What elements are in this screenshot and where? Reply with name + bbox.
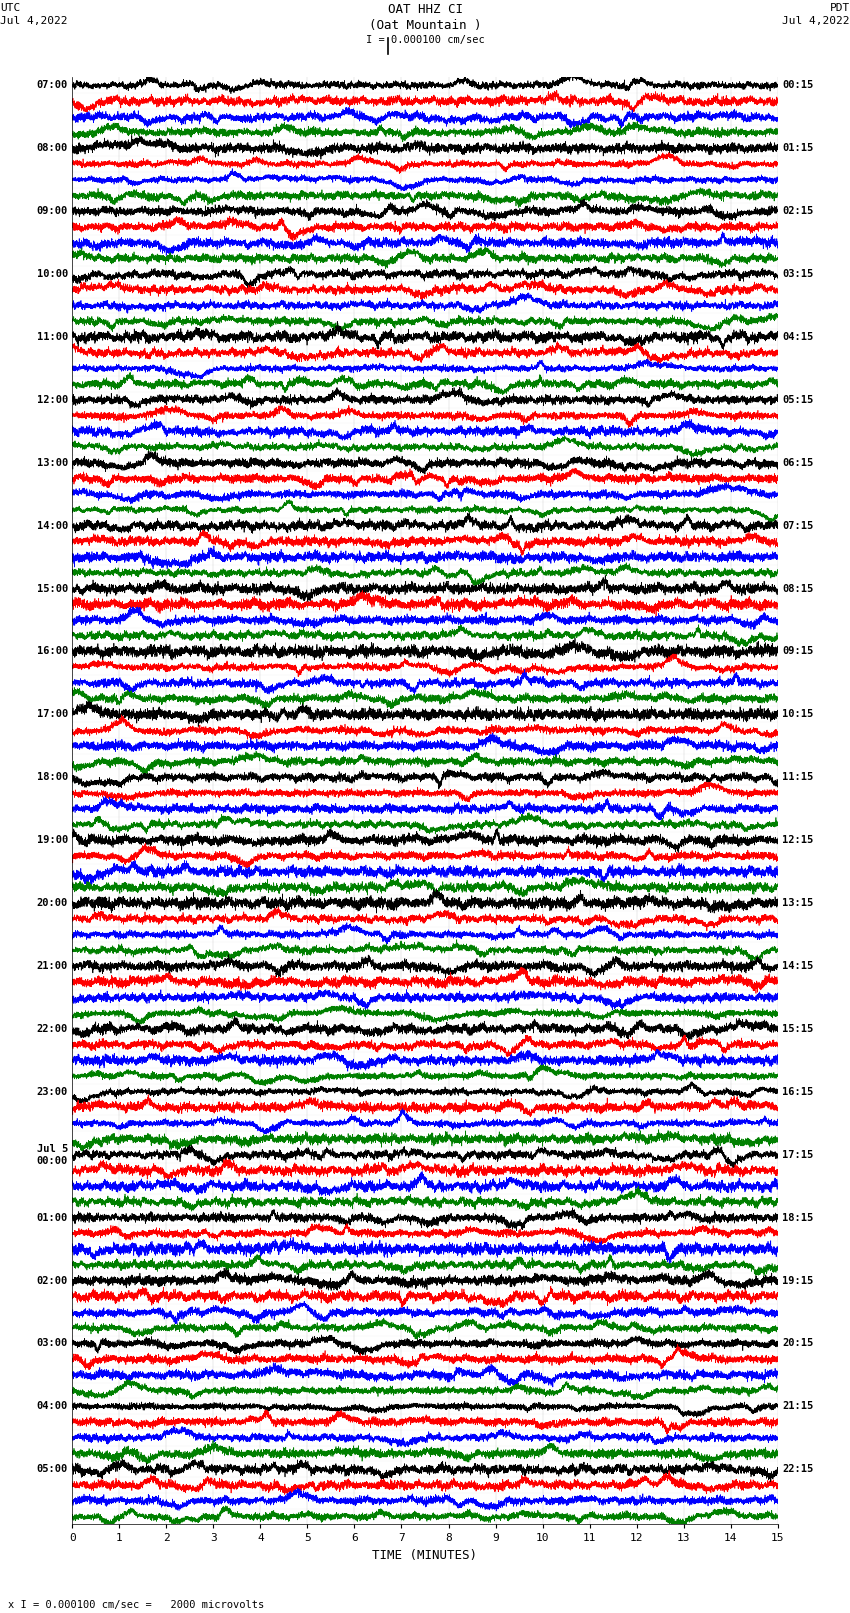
Text: 09:15: 09:15 bbox=[782, 647, 813, 656]
Text: 01:00: 01:00 bbox=[37, 1213, 68, 1223]
Text: PDT
Jul 4,2022: PDT Jul 4,2022 bbox=[783, 3, 850, 26]
Text: 15:15: 15:15 bbox=[782, 1024, 813, 1034]
Text: 11:15: 11:15 bbox=[782, 773, 813, 782]
Text: 06:15: 06:15 bbox=[782, 458, 813, 468]
Text: 10:15: 10:15 bbox=[782, 710, 813, 719]
Text: 22:00: 22:00 bbox=[37, 1024, 68, 1034]
Text: 11:00: 11:00 bbox=[37, 332, 68, 342]
Text: 23:00: 23:00 bbox=[37, 1087, 68, 1097]
Text: 03:00: 03:00 bbox=[37, 1339, 68, 1348]
Text: x I = 0.000100 cm/sec =   2000 microvolts: x I = 0.000100 cm/sec = 2000 microvolts bbox=[8, 1600, 264, 1610]
Text: 01:15: 01:15 bbox=[782, 144, 813, 153]
Text: 17:15: 17:15 bbox=[782, 1150, 813, 1160]
Text: 21:15: 21:15 bbox=[782, 1402, 813, 1411]
Text: 19:00: 19:00 bbox=[37, 836, 68, 845]
Text: 20:15: 20:15 bbox=[782, 1339, 813, 1348]
Text: 02:00: 02:00 bbox=[37, 1276, 68, 1286]
Text: 16:00: 16:00 bbox=[37, 647, 68, 656]
Text: 19:15: 19:15 bbox=[782, 1276, 813, 1286]
Text: 22:15: 22:15 bbox=[782, 1465, 813, 1474]
Text: I = 0.000100 cm/sec: I = 0.000100 cm/sec bbox=[366, 35, 484, 45]
Text: 13:15: 13:15 bbox=[782, 898, 813, 908]
Text: 02:15: 02:15 bbox=[782, 206, 813, 216]
Text: 17:00: 17:00 bbox=[37, 710, 68, 719]
Text: 03:15: 03:15 bbox=[782, 269, 813, 279]
Text: 05:15: 05:15 bbox=[782, 395, 813, 405]
Text: 07:00: 07:00 bbox=[37, 81, 68, 90]
Text: 12:00: 12:00 bbox=[37, 395, 68, 405]
Text: 18:15: 18:15 bbox=[782, 1213, 813, 1223]
Text: 16:15: 16:15 bbox=[782, 1087, 813, 1097]
Text: 18:00: 18:00 bbox=[37, 773, 68, 782]
Text: 12:15: 12:15 bbox=[782, 836, 813, 845]
Text: 21:00: 21:00 bbox=[37, 961, 68, 971]
Text: 04:15: 04:15 bbox=[782, 332, 813, 342]
X-axis label: TIME (MINUTES): TIME (MINUTES) bbox=[372, 1548, 478, 1561]
Text: 04:00: 04:00 bbox=[37, 1402, 68, 1411]
Text: 14:15: 14:15 bbox=[782, 961, 813, 971]
Text: Jul 5
00:00: Jul 5 00:00 bbox=[37, 1144, 68, 1166]
Text: 14:00: 14:00 bbox=[37, 521, 68, 531]
Text: 10:00: 10:00 bbox=[37, 269, 68, 279]
Text: 08:00: 08:00 bbox=[37, 144, 68, 153]
Text: 20:00: 20:00 bbox=[37, 898, 68, 908]
Text: 00:15: 00:15 bbox=[782, 81, 813, 90]
Text: OAT HHZ CI
(Oat Mountain ): OAT HHZ CI (Oat Mountain ) bbox=[369, 3, 481, 32]
Text: 09:00: 09:00 bbox=[37, 206, 68, 216]
Text: 05:00: 05:00 bbox=[37, 1465, 68, 1474]
Text: 08:15: 08:15 bbox=[782, 584, 813, 594]
Text: 07:15: 07:15 bbox=[782, 521, 813, 531]
Text: 13:00: 13:00 bbox=[37, 458, 68, 468]
Text: 15:00: 15:00 bbox=[37, 584, 68, 594]
Text: UTC
Jul 4,2022: UTC Jul 4,2022 bbox=[0, 3, 67, 26]
